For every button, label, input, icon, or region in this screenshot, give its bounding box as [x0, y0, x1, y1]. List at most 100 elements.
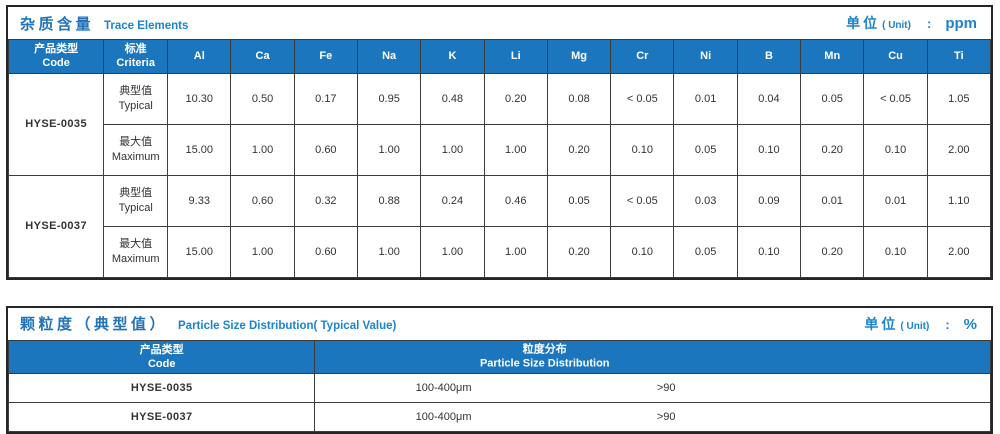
- col-header-element: Ca: [230, 39, 295, 74]
- criteria-cell: 最大值 Maximum: [103, 123, 169, 176]
- value-cell: 1.00: [483, 123, 548, 176]
- value-cell: 1.00: [230, 123, 295, 176]
- unit-label-cn: 单位: [846, 15, 881, 31]
- table-row: 最大值 Maximum 15.00 1.00 0.60 1.00 1.00 1.…: [9, 123, 992, 176]
- value-cell: 15.00: [167, 225, 232, 278]
- value-cell: 0.05: [673, 123, 738, 176]
- col-header-code: 产品类型 Code: [7, 39, 105, 74]
- trace-elements-table: 产品类型 Code 标准 Criteria Al Ca Fe Na K Li M…: [7, 39, 992, 278]
- unit-colon: :: [926, 16, 932, 31]
- trace-title-en: Trace Elements: [104, 19, 189, 32]
- value-cell: 0.60: [293, 123, 359, 176]
- product-code-cell: HYSE-0035: [7, 72, 105, 176]
- distribution-cell: 100-400μm >90: [314, 373, 991, 404]
- product-code-cell: HYSE-0037: [7, 174, 105, 278]
- col-header-criteria-cn: 标准: [124, 43, 147, 55]
- particle-unit-label: 单位 ( Unit) : %: [864, 314, 977, 334]
- trace-unit-label: 单位 ( Unit) : ppm: [846, 13, 977, 33]
- size-percentage: >90: [656, 411, 676, 424]
- value-cell: 0.05: [673, 225, 738, 278]
- value-cell: < 0.05: [610, 174, 675, 227]
- col-header-element: B: [736, 39, 802, 74]
- product-code-cell: HYSE-0037: [7, 402, 316, 433]
- table-row: HYSE-0035 典型值 Typical 10.30 0.50 0.17 0.…: [7, 72, 992, 176]
- col-header-code-cn: 产品类型: [34, 43, 79, 55]
- value-cell: 10.30: [167, 72, 232, 125]
- value-cell: 1.00: [483, 225, 548, 278]
- value-cell: 0.20: [800, 123, 865, 176]
- col-header-dist-en: Particle Size Distribution: [479, 357, 610, 370]
- col-header-criteria-en: Criteria: [116, 57, 155, 70]
- value-cell: 1.00: [356, 225, 422, 278]
- value-cell: 0.05: [546, 174, 612, 227]
- value-cell: 0.04: [736, 72, 802, 125]
- criteria-cn: 最大值: [119, 237, 153, 250]
- value-cell: 0.20: [483, 72, 548, 125]
- criteria-cell: 最大值 Maximum: [103, 225, 169, 278]
- col-header-element: Cu: [863, 39, 928, 74]
- col-header-code: 产品类型 Code: [7, 339, 316, 375]
- value-cell: 0.10: [736, 123, 802, 176]
- value-cell: 0.20: [546, 123, 612, 176]
- value-cell: 0.24: [420, 174, 485, 227]
- col-header-element: Fe: [293, 39, 359, 74]
- value-cell: 15.00: [167, 123, 232, 176]
- col-header-distribution-text: 粒度分布 Particle Size Distribution: [480, 343, 610, 372]
- size-range: 100-400μm: [415, 411, 472, 424]
- criteria-en: Maximum: [111, 150, 160, 163]
- value-cell: 0.20: [800, 225, 865, 278]
- criteria-cn: 最大值: [119, 135, 153, 148]
- value-cell: 0.08: [546, 72, 612, 125]
- particle-size-table: 产品类型 Code 粒度分布 Particle Size Distributio…: [7, 339, 991, 433]
- unit-value: %: [963, 315, 977, 333]
- particle-title: 颗粒度（典型值） Particle Size Distribution( Typ…: [20, 313, 396, 334]
- value-cell: 0.05: [800, 72, 865, 125]
- table-row: 最大值 Maximum 15.00 1.00 0.60 1.00 1.00 1.…: [9, 225, 992, 278]
- value-cell: 0.46: [483, 174, 548, 227]
- value-cell: 2.00: [926, 123, 992, 176]
- criteria-cn: 典型值: [119, 186, 153, 199]
- criteria-en: Maximum: [111, 252, 160, 265]
- criteria-cn: 典型值: [119, 84, 153, 97]
- col-header-code-en: Code: [147, 357, 176, 370]
- value-cell: 0.10: [610, 225, 675, 278]
- particle-title-row: 颗粒度（典型值） Particle Size Distribution( Typ…: [8, 307, 991, 340]
- value-cell: 0.48: [420, 72, 485, 125]
- col-header-code-en: Code: [42, 57, 70, 70]
- value-cell: < 0.05: [610, 72, 675, 125]
- criteria-en: Typical: [118, 99, 153, 112]
- value-cell: 0.88: [356, 174, 422, 227]
- value-cell: 0.60: [230, 174, 295, 227]
- col-header-element: Na: [356, 39, 422, 74]
- col-header-code-cn: 产品类型: [139, 343, 184, 356]
- value-cell: 0.01: [673, 72, 738, 125]
- value-cell: 0.10: [610, 123, 675, 176]
- value-cell: 0.01: [863, 174, 928, 227]
- value-cell: 0.09: [736, 174, 802, 227]
- distribution-cell: 100-400μm >90: [314, 402, 991, 433]
- col-header-element: Mn: [800, 39, 865, 74]
- particle-header-row: 产品类型 Code 粒度分布 Particle Size Distributio…: [7, 339, 991, 375]
- col-header-element: Cr: [610, 39, 675, 74]
- col-header-distribution: 粒度分布 Particle Size Distribution: [314, 339, 991, 375]
- unit-label-en: ( Unit): [900, 320, 930, 332]
- trace-title-cn: 杂质含量: [20, 15, 95, 33]
- value-cell: 2.00: [926, 225, 992, 278]
- col-header-element: Ti: [926, 39, 992, 74]
- unit-colon: :: [945, 316, 950, 332]
- value-cell: 1.00: [420, 123, 485, 176]
- table-row: HYSE-0037 100-400μm >90: [7, 402, 991, 433]
- value-cell: 0.01: [800, 174, 865, 227]
- particle-title-cn: 颗粒度（典型值）: [20, 316, 169, 334]
- table-row: HYSE-0035 100-400μm >90: [7, 373, 991, 404]
- trace-title: 杂质含量 Trace Elements: [20, 13, 188, 34]
- product-code-cell: HYSE-0035: [7, 373, 316, 404]
- col-header-dist-cn: 粒度分布: [522, 343, 567, 356]
- col-header-element: K: [420, 39, 485, 74]
- value-cell: 0.17: [293, 72, 359, 125]
- value-cell: 1.00: [230, 225, 295, 278]
- col-header-element: Al: [167, 39, 232, 74]
- value-cell: 0.32: [293, 174, 359, 227]
- value-cell: 0.95: [356, 72, 422, 125]
- value-cell: 0.10: [736, 225, 802, 278]
